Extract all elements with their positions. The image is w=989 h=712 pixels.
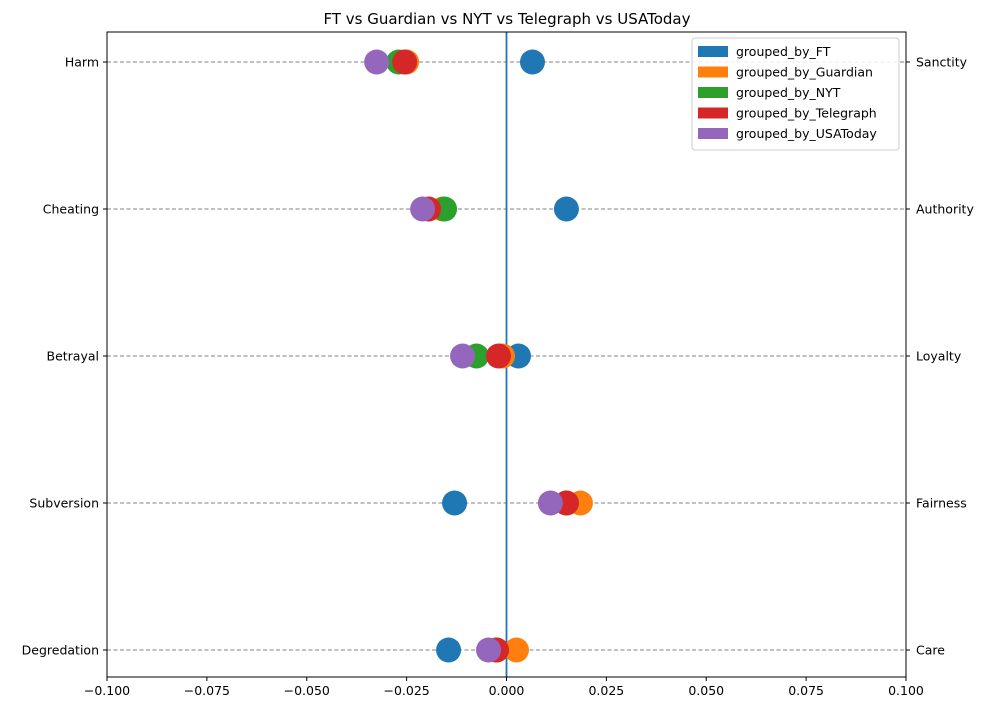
right-axis: Sanctity Authority Loyalty Fairness Care xyxy=(906,55,974,658)
point-grouped_by_Guardian-degredation xyxy=(503,637,529,663)
right-label-authority: Authority xyxy=(916,202,974,217)
right-label-sanctity: Sanctity xyxy=(916,55,968,70)
point-grouped_by_FT-degredation xyxy=(436,637,462,663)
x-tick-label: 0.075 xyxy=(788,683,824,698)
legend-swatch xyxy=(698,66,728,78)
data-points xyxy=(364,49,593,663)
legend-label: grouped_by_FT xyxy=(736,44,831,59)
legend-label: grouped_by_USAToday xyxy=(736,126,877,141)
legend-label: grouped_by_NYT xyxy=(736,85,841,100)
legend: grouped_by_FT grouped_by_Guardian grouped_… xyxy=(691,37,900,151)
point-grouped_by_FT-harm xyxy=(519,49,545,75)
point-grouped_by_USAToday-harm xyxy=(364,49,390,75)
legend-swatch xyxy=(698,87,728,98)
x-tick-label: −0.050 xyxy=(284,683,330,698)
x-axis: −0.100 −0.075 −0.050 −0.025 0.000 0.025 0.050 0… xyxy=(84,677,924,698)
x-tick-label: 0.025 xyxy=(588,683,624,698)
left-label-cheating: Cheating xyxy=(43,202,99,217)
right-label-loyalty: Loyalty xyxy=(916,349,962,364)
x-tick-label: −0.025 xyxy=(383,683,429,698)
point-grouped_by_USAToday-betrayal xyxy=(450,343,476,369)
legend-swatch xyxy=(698,107,728,119)
legend-swatch xyxy=(698,46,728,57)
point-grouped_by_Telegraph-harm xyxy=(392,49,418,75)
x-tick-label: −0.075 xyxy=(184,683,230,698)
point-grouped_by_USAToday-subversion xyxy=(537,490,563,516)
legend-label: grouped_by_Telegraph xyxy=(736,106,877,121)
x-tick-label: −0.100 xyxy=(84,683,130,698)
point-grouped_by_Telegraph-betrayal xyxy=(486,343,512,369)
chart-title: FT vs Guardian vs NYT vs Telegraph vs US… xyxy=(323,10,690,28)
x-tick-label: 0.050 xyxy=(688,683,724,698)
left-label-harm: Harm xyxy=(65,55,99,70)
left-label-betrayal: Betrayal xyxy=(47,349,100,364)
point-grouped_by_FT-cheating xyxy=(553,196,579,222)
left-label-degredation: Degredation xyxy=(22,643,99,658)
left-label-subversion: Subversion xyxy=(29,496,99,511)
right-label-care: Care xyxy=(916,643,945,658)
point-grouped_by_FT-subversion xyxy=(442,490,468,516)
point-grouped_by_USAToday-degredation xyxy=(476,637,502,663)
left-axis: Harm Cheating Betrayal Subversion Degredatio… xyxy=(22,55,107,658)
x-tick-label: 0.000 xyxy=(489,683,525,698)
right-label-fairness: Fairness xyxy=(916,496,967,511)
point-grouped_by_USAToday-cheating xyxy=(410,196,436,222)
x-tick-label: 0.100 xyxy=(888,683,924,698)
legend-label: grouped_by_Guardian xyxy=(736,65,873,80)
legend-box xyxy=(691,37,900,151)
legend-swatch xyxy=(698,128,728,139)
